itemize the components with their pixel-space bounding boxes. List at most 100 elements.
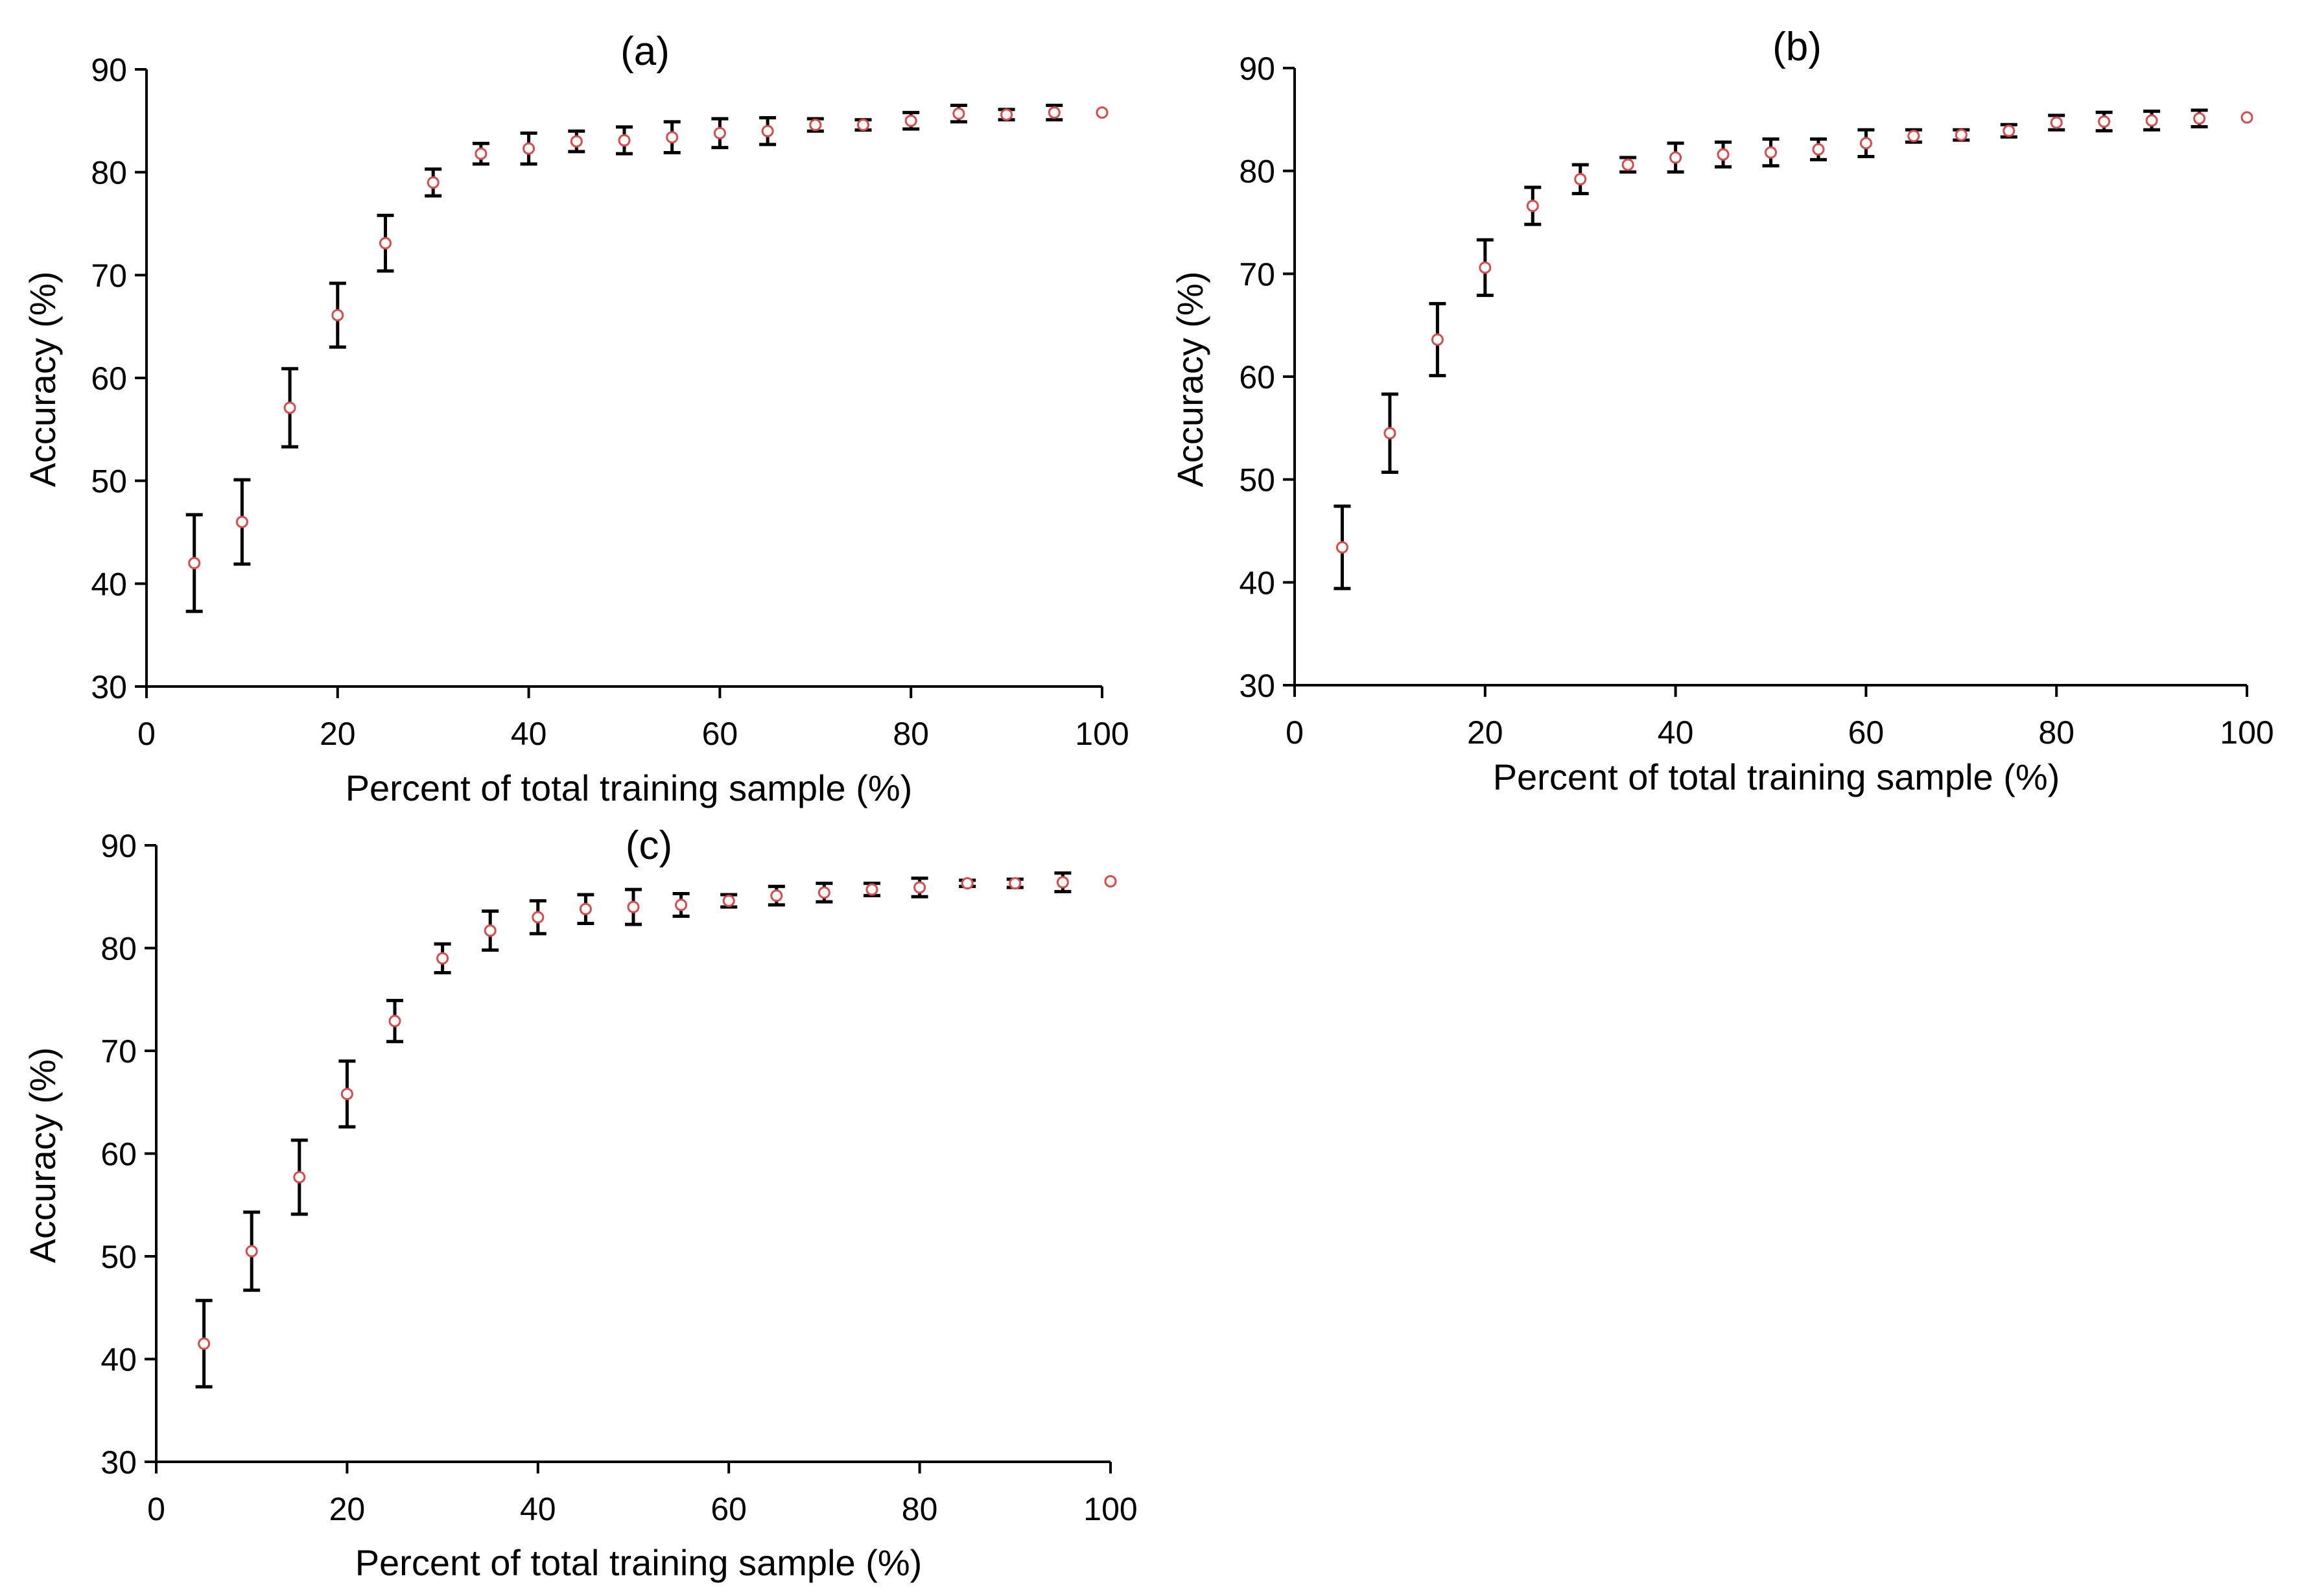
data-point [188, 557, 201, 570]
data-point [761, 124, 774, 137]
data-point [961, 877, 974, 890]
x-tick-label: 60 [711, 1491, 747, 1527]
data-point [666, 131, 679, 144]
y-axis-label: Accuracy (%) [22, 1048, 63, 1263]
x-tick-label: 0 [137, 716, 156, 752]
panel-title: (c) [626, 823, 672, 868]
x-tick-label: 80 [893, 716, 929, 752]
y-tick-label: 60 [1239, 359, 1275, 395]
panel-a: 30 40 50 60 70 80 90 0 20 40 60 80 100 (a) Percent of … [22, 29, 1129, 808]
data-point [1717, 148, 1730, 161]
data-point [1056, 876, 1069, 889]
y-tick-label: 70 [100, 1033, 137, 1070]
data-point [1335, 541, 1348, 554]
data-point [340, 1088, 353, 1101]
data-point [388, 1015, 401, 1027]
data-point [713, 126, 726, 139]
data-point [235, 515, 248, 528]
y-tick-label: 90 [91, 52, 127, 88]
data-point [2240, 111, 2253, 124]
data-point [675, 898, 688, 911]
data-point [1009, 877, 1022, 890]
data-point [1096, 106, 1109, 119]
x-tick-label: 20 [329, 1491, 366, 1527]
y-tick-label: 50 [100, 1239, 137, 1275]
data-point [1383, 427, 1396, 440]
data-point [1479, 261, 1492, 274]
x-axis-label: Percent of total training sample (%) [346, 768, 913, 808]
x-tick-label: 20 [1467, 714, 1503, 751]
x-tick-label: 20 [320, 716, 356, 752]
panel-b: 30 40 50 60 70 80 90 0 20 40 60 80 100 (b) Percent of … [1170, 25, 2274, 797]
y-tick-label: 60 [100, 1136, 137, 1173]
data-point [2145, 114, 2158, 127]
x-tick-label: 0 [147, 1491, 165, 1527]
y-tick-label: 30 [1239, 668, 1275, 704]
data-point [579, 902, 592, 915]
data-point [1812, 143, 1825, 156]
data-point [1907, 130, 1920, 143]
x-axis-label: Percent of total training sample (%) [355, 1542, 923, 1583]
data-point [570, 135, 583, 148]
data-point [2193, 112, 2206, 125]
data-point [2003, 124, 2016, 137]
data-point [618, 134, 631, 147]
data-point [245, 1245, 258, 1258]
x-axis-label: Percent of total training sample (%) [1493, 757, 2060, 797]
y-tick-label: 40 [1239, 565, 1275, 601]
data-point [627, 900, 640, 913]
x-tick-label: 40 [520, 1491, 556, 1527]
data-point [952, 107, 965, 120]
data-point [817, 886, 830, 899]
data-point [722, 895, 735, 908]
y-tick-label: 80 [91, 155, 127, 191]
data-point [198, 1337, 211, 1350]
y-tick-label: 30 [100, 1444, 137, 1481]
data-point [484, 924, 497, 937]
y-tick-label: 30 [91, 669, 127, 705]
y-axis-label: Accuracy (%) [22, 272, 63, 487]
data-point [1574, 172, 1587, 185]
x-tick-label: 80 [902, 1491, 938, 1527]
data-point [1859, 137, 1872, 150]
data-point [293, 1171, 306, 1184]
x-tick-label: 40 [511, 716, 547, 752]
data-point [1431, 333, 1444, 346]
data-point [1669, 151, 1682, 164]
panel-title: (b) [1772, 25, 1822, 69]
data-point [1621, 158, 1634, 171]
data-point [1526, 200, 1539, 213]
data-point [283, 401, 296, 414]
data-point [331, 309, 344, 322]
data-point [1000, 108, 1013, 121]
x-tick-label: 100 [1075, 716, 1129, 752]
y-tick-label: 70 [1239, 256, 1275, 292]
data-point [436, 952, 449, 965]
data-point [1765, 146, 1777, 159]
y-axis-label: Accuracy (%) [1170, 272, 1210, 487]
data-point [2050, 116, 2063, 129]
y-tick-label: 80 [1239, 154, 1275, 190]
y-tick-label: 90 [100, 828, 137, 864]
panel-c: 30 40 50 60 70 80 90 0 20 40 60 80 100 (c) Percent of … [22, 823, 1138, 1583]
x-tick-label: 40 [1658, 714, 1694, 751]
x-tick-label: 60 [702, 716, 738, 752]
x-tick-label: 60 [1848, 714, 1885, 751]
data-point [475, 147, 488, 160]
data-point [1955, 128, 1968, 141]
y-tick-label: 50 [91, 464, 127, 500]
x-tick-label: 0 [1286, 714, 1304, 751]
y-tick-label: 80 [100, 931, 137, 967]
y-tick-label: 50 [1239, 462, 1275, 499]
data-point [1104, 874, 1117, 887]
x-tick-label: 100 [1083, 1491, 1137, 1527]
data-point [379, 237, 392, 250]
data-point [904, 114, 917, 127]
data-point [770, 889, 783, 902]
data-point [523, 142, 535, 155]
y-tick-label: 90 [1239, 51, 1275, 87]
y-tick-label: 40 [91, 566, 127, 602]
data-point [809, 119, 822, 132]
data-point [532, 911, 545, 924]
